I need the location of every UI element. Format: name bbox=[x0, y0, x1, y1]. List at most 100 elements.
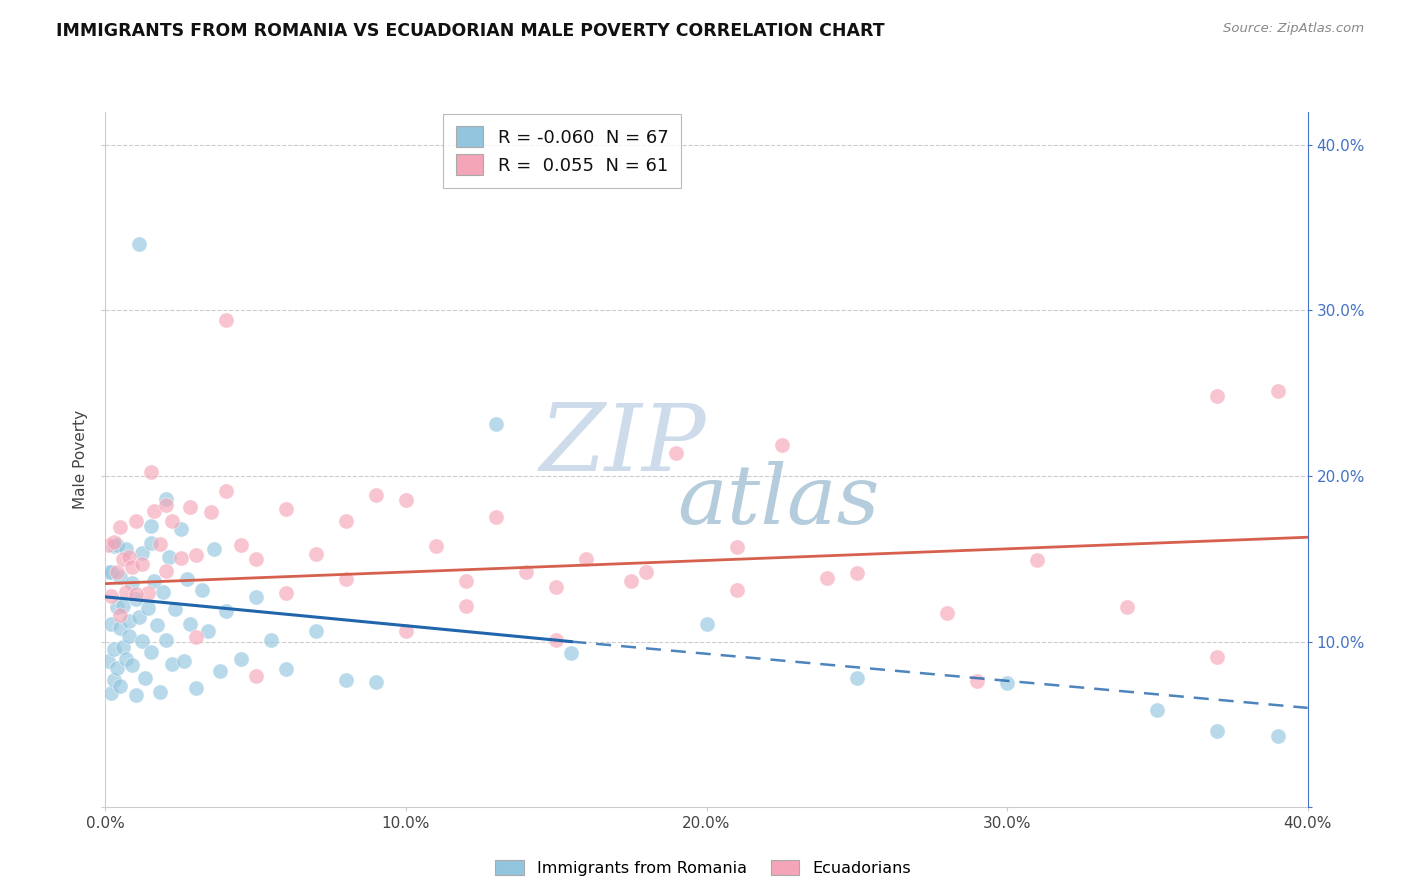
Point bbox=[335, 673, 357, 687]
Point bbox=[115, 652, 138, 666]
Point bbox=[1116, 599, 1139, 614]
Point bbox=[107, 661, 129, 675]
Point bbox=[364, 488, 387, 502]
Point bbox=[112, 551, 135, 566]
Point bbox=[995, 676, 1018, 690]
Point bbox=[184, 631, 207, 645]
Point bbox=[214, 313, 236, 327]
Point bbox=[229, 538, 252, 552]
Point bbox=[169, 550, 191, 565]
Point bbox=[128, 237, 150, 252]
Point bbox=[214, 604, 236, 618]
Point bbox=[131, 546, 153, 560]
Point bbox=[305, 547, 328, 561]
Point bbox=[696, 617, 718, 632]
Point bbox=[845, 671, 868, 685]
Point bbox=[110, 679, 132, 693]
Point bbox=[1267, 384, 1289, 398]
Point bbox=[112, 640, 135, 655]
Point bbox=[152, 585, 174, 599]
Point bbox=[115, 542, 138, 557]
Point bbox=[425, 539, 447, 553]
Point bbox=[157, 550, 180, 565]
Point bbox=[160, 514, 183, 528]
Point bbox=[121, 576, 143, 591]
Point bbox=[112, 599, 135, 613]
Point bbox=[173, 654, 195, 668]
Point bbox=[124, 592, 146, 607]
Point bbox=[575, 552, 598, 566]
Point bbox=[110, 570, 132, 584]
Point bbox=[179, 500, 201, 514]
Point bbox=[620, 574, 643, 588]
Point bbox=[136, 586, 159, 600]
Point bbox=[142, 504, 165, 518]
Point bbox=[107, 599, 129, 614]
Point bbox=[148, 685, 170, 699]
Point bbox=[260, 632, 283, 647]
Point bbox=[97, 654, 120, 668]
Point bbox=[110, 607, 132, 622]
Point bbox=[485, 417, 508, 431]
Point bbox=[966, 674, 988, 689]
Point bbox=[139, 644, 162, 658]
Point bbox=[110, 520, 132, 534]
Point bbox=[335, 572, 357, 586]
Point bbox=[179, 617, 201, 632]
Point bbox=[145, 618, 167, 632]
Point bbox=[100, 617, 122, 632]
Point bbox=[560, 646, 582, 660]
Point bbox=[118, 549, 141, 564]
Point bbox=[139, 518, 162, 533]
Point bbox=[169, 522, 191, 536]
Point bbox=[121, 658, 143, 673]
Point bbox=[245, 551, 267, 566]
Point bbox=[124, 587, 146, 601]
Point bbox=[163, 602, 186, 616]
Point bbox=[128, 609, 150, 624]
Text: atlas: atlas bbox=[678, 461, 880, 541]
Point bbox=[725, 582, 748, 597]
Point bbox=[245, 668, 267, 682]
Point bbox=[139, 465, 162, 479]
Point bbox=[124, 514, 146, 528]
Point bbox=[110, 621, 132, 635]
Point bbox=[197, 624, 219, 638]
Point bbox=[725, 540, 748, 554]
Point bbox=[103, 642, 125, 657]
Point bbox=[118, 629, 141, 643]
Point bbox=[142, 574, 165, 588]
Text: Source: ZipAtlas.com: Source: ZipAtlas.com bbox=[1223, 22, 1364, 36]
Point bbox=[546, 581, 568, 595]
Point bbox=[274, 662, 297, 676]
Point bbox=[97, 538, 120, 552]
Point bbox=[103, 539, 125, 553]
Point bbox=[97, 565, 120, 579]
Point bbox=[148, 537, 170, 551]
Point bbox=[160, 657, 183, 671]
Point bbox=[202, 542, 225, 557]
Point bbox=[136, 601, 159, 615]
Point bbox=[245, 590, 267, 604]
Point bbox=[115, 585, 138, 599]
Point bbox=[155, 492, 177, 507]
Legend: R = -0.060  N = 67, R =  0.055  N = 61: R = -0.060 N = 67, R = 0.055 N = 61 bbox=[443, 113, 681, 188]
Point bbox=[107, 538, 129, 552]
Point bbox=[208, 664, 231, 678]
Point bbox=[190, 582, 212, 597]
Point bbox=[454, 574, 477, 589]
Point bbox=[134, 671, 156, 685]
Point bbox=[665, 446, 688, 460]
Text: ZIP: ZIP bbox=[538, 401, 706, 491]
Point bbox=[636, 565, 658, 579]
Point bbox=[155, 632, 177, 647]
Point bbox=[274, 502, 297, 516]
Point bbox=[121, 560, 143, 574]
Point bbox=[485, 509, 508, 524]
Point bbox=[1206, 724, 1229, 739]
Point bbox=[1267, 729, 1289, 743]
Point bbox=[103, 535, 125, 549]
Point bbox=[103, 673, 125, 687]
Text: IMMIGRANTS FROM ROMANIA VS ECUADORIAN MALE POVERTY CORRELATION CHART: IMMIGRANTS FROM ROMANIA VS ECUADORIAN MA… bbox=[56, 22, 884, 40]
Point bbox=[1146, 703, 1168, 717]
